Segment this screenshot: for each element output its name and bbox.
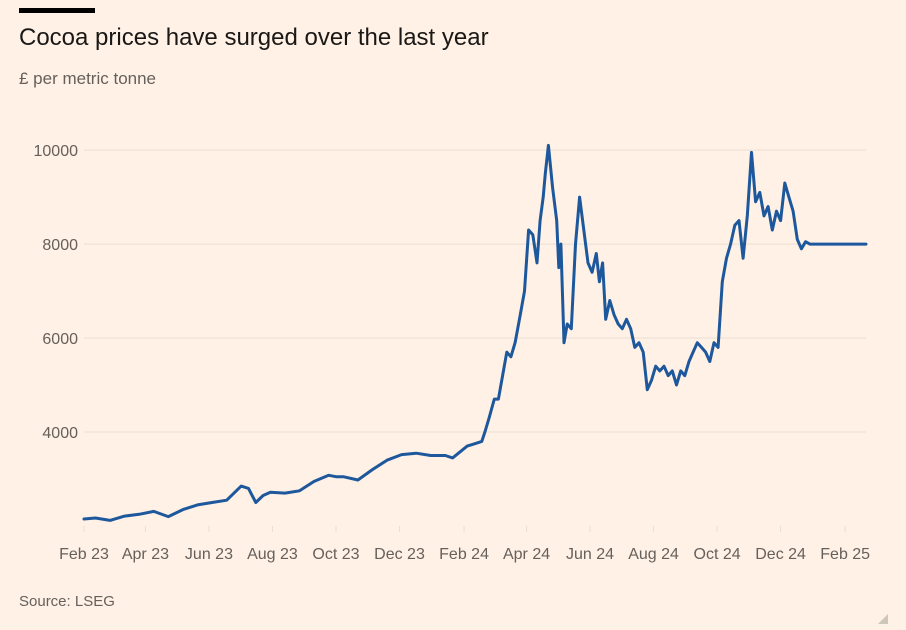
y-tick-label: 4000: [42, 425, 78, 442]
y-axis-labels: 4000 6000 8000 10000: [34, 143, 79, 442]
x-tick-label: Jun 24: [566, 546, 614, 563]
x-tick-label: Feb 25: [820, 546, 870, 563]
resize-corner-icon: [878, 614, 888, 624]
x-tick-label: Feb 24: [439, 546, 489, 563]
y-tick-label: 6000: [42, 331, 78, 348]
x-tick-label: Aug 24: [628, 546, 679, 563]
source-note: Source: LSEG: [19, 593, 115, 610]
chart-title: Cocoa prices have surged over the last y…: [19, 24, 489, 51]
x-tick-label: Apr 24: [503, 546, 550, 563]
x-tick-label: Aug 23: [247, 546, 298, 563]
x-tick-label: Apr 23: [122, 546, 169, 563]
x-tick-label: Jun 23: [185, 546, 233, 563]
top-rule: [19, 8, 95, 13]
series-layer: [82, 143, 868, 522]
y-tick-label: 8000: [42, 237, 78, 254]
x-tick-label: Oct 23: [312, 546, 359, 563]
x-tick-label: Dec 23: [374, 546, 425, 563]
x-tick-label: Oct 24: [694, 546, 741, 563]
chart-subtitle: £ per metric tonne: [19, 69, 157, 88]
x-tick-label: Feb 23: [59, 546, 109, 563]
y-tick-label: 10000: [34, 143, 79, 160]
series-line: [82, 143, 868, 522]
x-axis-labels: Feb 23 Apr 23 Jun 23 Aug 23 Oct 23 Dec 23 Feb …: [59, 526, 870, 563]
x-tick-label: Dec 24: [755, 546, 806, 563]
grid-layer: [84, 149, 866, 433]
